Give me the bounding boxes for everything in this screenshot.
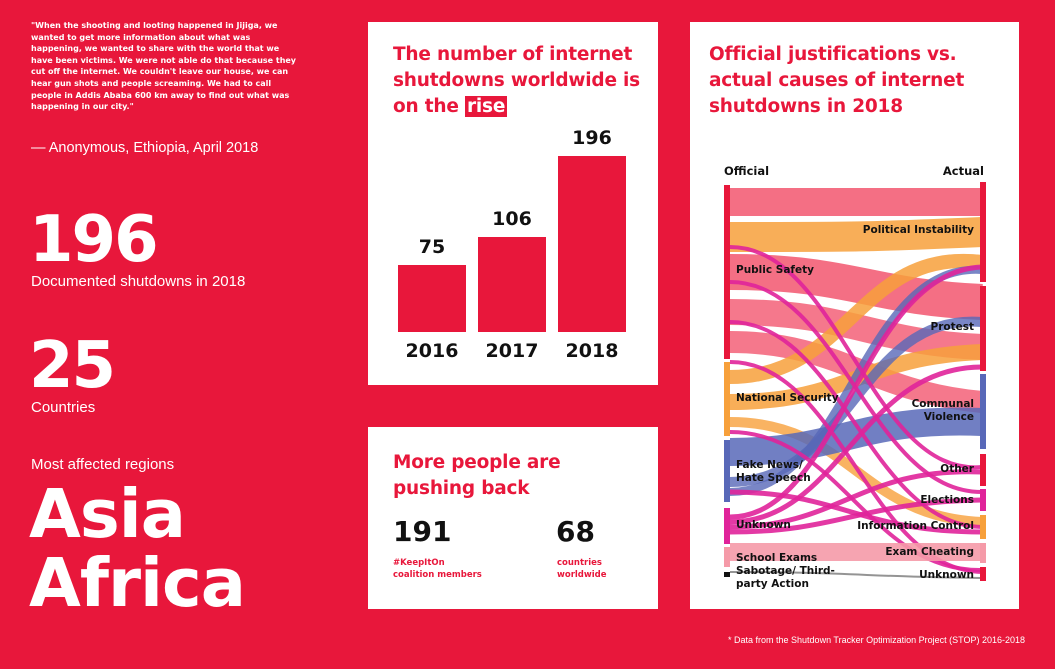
flow-public-political-2: [729, 217, 983, 252]
shutdowns-value: 196: [29, 203, 159, 277]
flow-unknown-elections: [729, 497, 983, 535]
flow-fakenews-info: [729, 489, 983, 535]
regions-label: Most affected regions: [31, 456, 175, 473]
node-actual-unknown: [980, 567, 986, 581]
bar-value-2016: 75: [418, 235, 446, 258]
bar-2017: [478, 236, 546, 332]
node-exam-cheating: [980, 543, 986, 563]
sankey-actual-nodes: [980, 182, 986, 581]
bar-label-2016: 2016: [405, 340, 459, 362]
bar-2018: [558, 156, 626, 332]
actual-label-communal-violence: Communal Violence: [911, 398, 974, 423]
sankey-actual-header: Actual: [942, 164, 984, 178]
actual-label-other: Other: [940, 463, 974, 475]
sankey-panel: Official justifications vs. actual cause…: [690, 22, 1019, 609]
flow-public-info: [729, 320, 983, 529]
actual-label-information-control: Information Control: [857, 520, 974, 532]
bar-2016: [398, 264, 466, 332]
flow-fakenews-communal: [729, 407, 983, 466]
node-other: [980, 454, 986, 486]
trend-panel: The number of internet shutdowns worldwi…: [368, 22, 658, 385]
bar-value-2018: 196: [572, 127, 612, 149]
node-school-exams: [724, 547, 730, 567]
quote-text: "When the shooting and looting happened …: [31, 21, 297, 112]
actual-label-elections: Elections: [920, 494, 974, 506]
node-national-security: [724, 362, 730, 436]
flow-public-other: [729, 245, 983, 470]
node-fake-news: [724, 440, 730, 502]
node-sabotage: [724, 572, 730, 577]
flow-national-political: [729, 253, 983, 384]
flow-unknown-protest: [729, 364, 983, 525]
flow-fakenews-protest: [729, 316, 983, 487]
keepiton-label-line1: #KeepItOn: [393, 558, 445, 568]
node-protest: [980, 286, 986, 371]
official-label-unknown: Unknown: [736, 519, 791, 531]
bar-value-2017: 106: [492, 207, 532, 230]
shutdowns-label: Documented shutdowns in 2018: [31, 273, 246, 290]
region-africa: Africa: [29, 544, 246, 622]
keepiton-label-line2: coalition members: [393, 570, 482, 580]
countries-label: Countries: [31, 399, 96, 416]
node-communal-violence: [980, 374, 986, 449]
keepiton-members-label: #KeepItOn coalition members: [393, 557, 482, 581]
sankey-official-nodes: [724, 185, 730, 577]
sankey-title: Official justifications vs. actual cause…: [709, 44, 965, 117]
sankey-diagram: [724, 182, 986, 581]
official-label-national-security: National Security: [736, 392, 839, 404]
keepiton-members-value: 191: [393, 515, 452, 548]
node-elections: [980, 489, 986, 511]
actual-label-unknown: Unknown: [919, 569, 974, 581]
official-label-school-exams: School Exams: [736, 552, 818, 564]
flow-public-protest-2: [729, 299, 983, 360]
trend-title-highlight: rise: [464, 96, 508, 117]
flow-public-communal: [729, 331, 983, 413]
countries-label-line1: countries: [557, 558, 602, 568]
node-political-instability: [980, 182, 986, 282]
actual-label-political-instability: Political Instability: [862, 224, 974, 236]
flow-unknown-political: [729, 264, 983, 520]
trend-title-text: The number of internet shutdowns worldwi…: [393, 44, 640, 117]
countries-worldwide-value: 68: [556, 515, 595, 548]
flow-national-unknown: [729, 430, 983, 573]
flow-sabotage-unknown: [729, 571, 983, 579]
pushback-panel: More people are pushing back 191 #KeepIt…: [368, 427, 658, 609]
quote-attribution: — Anonymous, Ethiopia, April 2018: [31, 140, 259, 156]
sankey-flows: [729, 188, 983, 579]
flow-public-protest: [729, 254, 983, 320]
actual-label-exam-cheating: Exam Cheating: [885, 546, 974, 558]
bar-label-2018: 2018: [565, 340, 619, 362]
sankey-official-header: Official: [724, 164, 770, 178]
region-asia: Asia: [29, 475, 186, 553]
official-label-public-safety: Public Safety: [736, 264, 814, 276]
countries-value: 25: [29, 329, 116, 403]
footnote: * Data from the Shutdown Tracker Optimiz…: [728, 635, 1025, 645]
countries-label-line2: worldwide: [557, 570, 607, 580]
official-label-fake-news: Fake News/ Hate Speech: [736, 459, 811, 484]
official-label-sabotage: Sabotage/ Third-party Action: [736, 565, 835, 590]
node-public-safety: [724, 185, 730, 359]
node-information-control: [980, 515, 986, 539]
flow-public-elections: [729, 280, 983, 494]
pushback-title: More people are pushing back: [393, 452, 561, 499]
node-unknown: [724, 508, 730, 544]
bar-label-2017: 2017: [485, 340, 539, 362]
countries-worldwide-label: countries worldwide: [557, 557, 607, 581]
trend-title: The number of internet shutdowns worldwi…: [393, 42, 643, 120]
actual-label-protest: Protest: [930, 321, 975, 333]
